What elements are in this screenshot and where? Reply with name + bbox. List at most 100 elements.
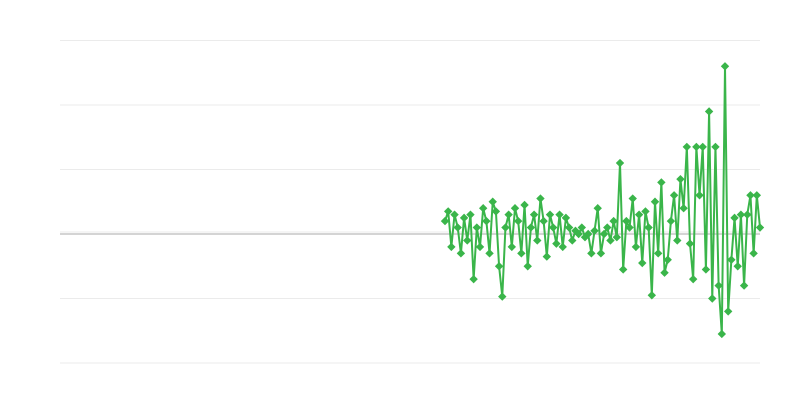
data-point [494,262,504,271]
data-point [682,142,692,152]
data-point [504,210,513,219]
data-point [542,252,552,261]
data-point [552,239,561,248]
data-point [730,213,739,223]
data-point [603,223,612,232]
data-point [653,249,663,258]
data-point [695,191,704,200]
series-group [440,62,765,339]
data-point [708,294,717,303]
data-point [593,204,602,213]
data-point [472,223,482,232]
data-point [638,258,647,268]
data-point [720,62,730,71]
data-point [529,210,539,219]
data-point [599,229,609,239]
data-point [736,210,746,219]
data-point [660,268,669,277]
data-point [533,236,542,245]
data-point [447,242,456,252]
data-point [752,191,762,200]
data-point [482,216,491,226]
data-point [564,223,574,232]
data-point [701,265,711,274]
data-point [663,255,672,264]
data-point [507,242,517,252]
data-point [755,223,765,232]
data-point [558,242,567,252]
data-point [440,216,450,226]
data-point [673,236,682,245]
data-point [469,274,478,284]
series-line [444,65,761,335]
data-point [545,210,555,219]
data-point [628,194,637,203]
gridlines [60,40,760,364]
data-point [612,233,622,242]
data-point [618,265,628,274]
data-point [577,223,587,232]
data-point [676,174,685,184]
data-point [520,200,529,210]
data-point [711,142,720,152]
data-point [688,274,698,284]
data-point [622,216,631,226]
data-point [634,210,644,219]
data-point [523,262,532,271]
data-point [625,223,634,232]
data-point [669,191,679,200]
data-point [443,207,453,216]
data-point [641,207,650,216]
data-point [657,178,666,187]
data-point [463,236,472,245]
data-point [583,229,593,239]
data-point [513,216,523,226]
data-point [749,249,758,258]
data-point [453,223,462,232]
data-point [743,210,752,219]
data-point [485,249,494,258]
data-point [536,194,545,203]
data-point [698,142,707,152]
data-point [590,226,599,235]
data-point [714,281,723,290]
data-point [723,307,733,316]
data-point [510,204,520,213]
data-point [615,158,625,168]
data-point [666,216,676,226]
data-point [526,223,536,232]
data-point [685,239,695,248]
data-point [475,242,485,252]
data-point [692,142,701,152]
data-point [574,229,583,239]
data-point [555,210,564,219]
data-point [733,262,742,271]
data-point [459,213,469,223]
data-point [609,216,618,226]
data-point [488,197,497,206]
data-point [739,281,749,290]
data-point [548,223,558,232]
data-point [571,226,580,235]
data-point [650,197,660,206]
data-point [596,249,606,258]
data-point [644,223,653,232]
data-point [456,249,466,258]
data-point [727,255,736,264]
data-point [539,216,548,226]
data-point [587,249,596,258]
data-point [517,249,526,258]
data-point [606,236,615,245]
data-point [498,292,507,301]
data-point [561,213,571,223]
data-point [501,223,510,232]
data-point [631,242,641,252]
data-point [478,204,488,213]
data-point [717,329,727,339]
data-point [679,204,688,213]
data-point [746,191,755,200]
data-point [450,210,459,219]
data-point [568,236,577,245]
data-point [491,207,501,216]
